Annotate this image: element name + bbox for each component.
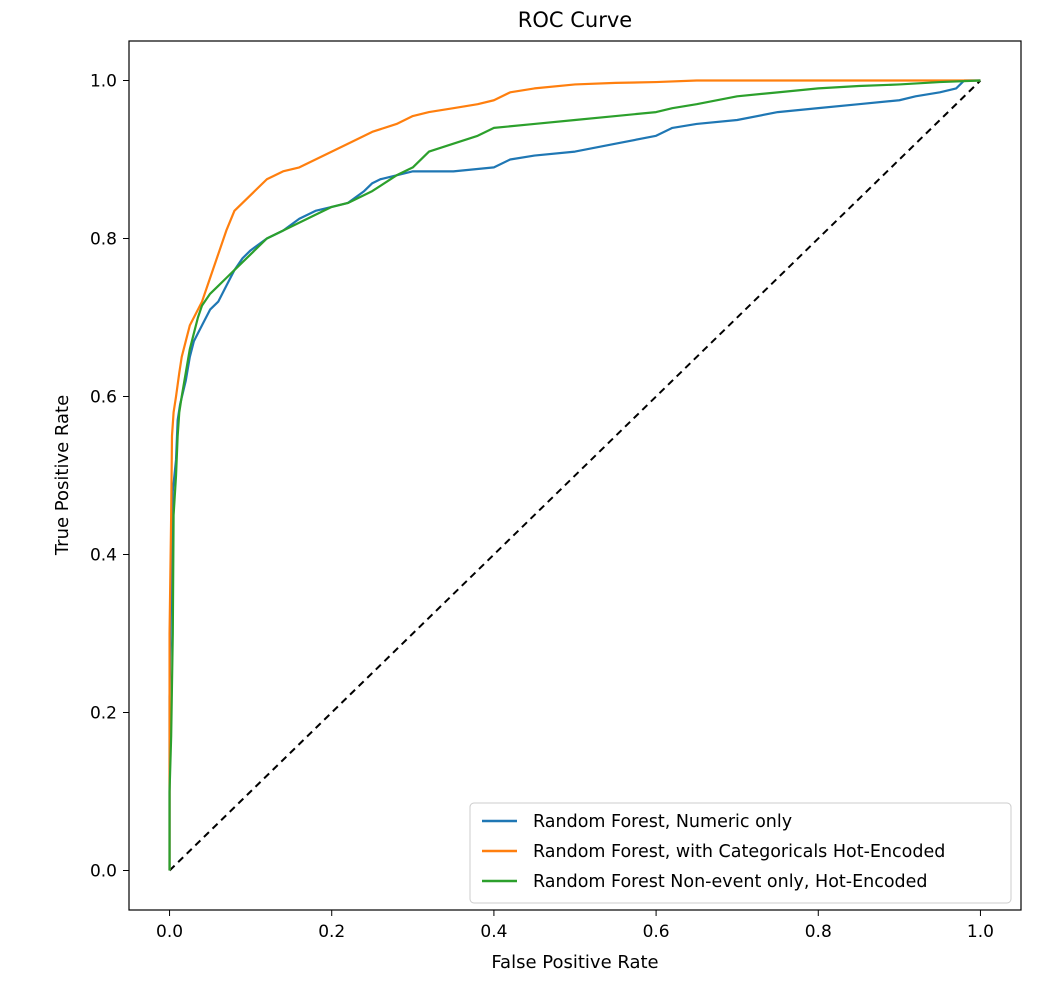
x-axis-ticks: 0.0 0.2 0.4 0.6 0.8 1.0: [156, 910, 994, 942]
y-tick-label: 0.4: [90, 546, 117, 566]
legend-label-0: Random Forest, Numeric only: [533, 812, 792, 832]
legend-label-2: Random Forest Non-event only, Hot-Encode…: [533, 872, 928, 892]
series-line-2: [168, 79, 981, 871]
series-group: [168, 79, 982, 872]
y-tick-label: 0.0: [90, 862, 117, 882]
x-axis-label: False Positive Rate: [491, 952, 658, 973]
plot-area: [128, 40, 1022, 911]
series-line-1: [168, 79, 981, 871]
x-tick-label: 0.8: [805, 922, 832, 942]
y-tick-label: 0.2: [90, 704, 117, 724]
x-tick-label: 0.2: [318, 922, 345, 942]
y-axis-ticks: 0.0 0.2 0.4 0.6 0.8 1.0: [90, 72, 129, 882]
y-tick-label: 1.0: [90, 72, 117, 92]
axes-frame: [128, 40, 1022, 911]
y-axis-label: True Positive Rate: [52, 395, 73, 556]
legend: Random Forest, Numeric only Random Forest…: [469, 802, 1012, 904]
x-tick-label: 1.0: [967, 922, 994, 942]
y-tick-label: 0.8: [90, 230, 117, 250]
legend-entries: Random Forest, Numeric only Random Forest…: [482, 812, 945, 892]
legend-frame: [469, 802, 1012, 904]
x-tick-label: 0.0: [156, 922, 183, 942]
chance-diagonal-line: [168, 79, 982, 872]
y-tick-label: 0.6: [90, 388, 117, 408]
legend-label-1: Random Forest, with Categoricals Hot-Enc…: [533, 842, 945, 862]
chart-title: ROC Curve: [518, 8, 632, 32]
x-tick-label: 0.6: [643, 922, 670, 942]
x-tick-label: 0.4: [480, 922, 507, 942]
